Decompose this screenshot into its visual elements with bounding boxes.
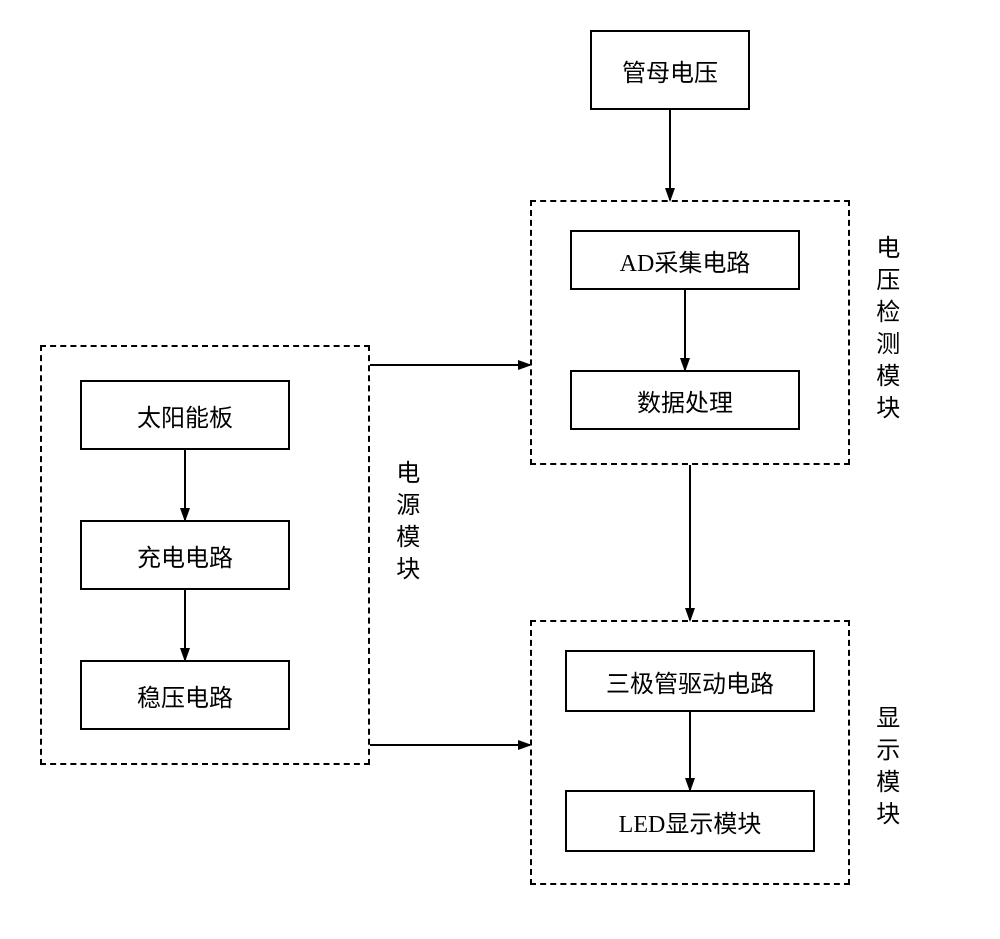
diagram-canvas: 电源模块 电压检测模块 显示模块 管母电压 AD采集电路 数据处理 太阳能板 充…	[0, 0, 1000, 939]
node-regulator: 稳压电路	[80, 660, 290, 730]
node-bus-voltage: 管母电压	[590, 30, 750, 110]
node-data-proc: 数据处理	[570, 370, 800, 430]
label-voltage-module: 电压检测模块	[870, 235, 899, 427]
label-display-module: 显示模块	[870, 705, 899, 833]
label-power-module: 电源模块	[390, 460, 419, 588]
node-led-display: LED显示模块	[565, 790, 815, 852]
node-solar-panel: 太阳能板	[80, 380, 290, 450]
node-ad-circuit: AD采集电路	[570, 230, 800, 290]
node-transistor: 三极管驱动电路	[565, 650, 815, 712]
node-charge: 充电电路	[80, 520, 290, 590]
